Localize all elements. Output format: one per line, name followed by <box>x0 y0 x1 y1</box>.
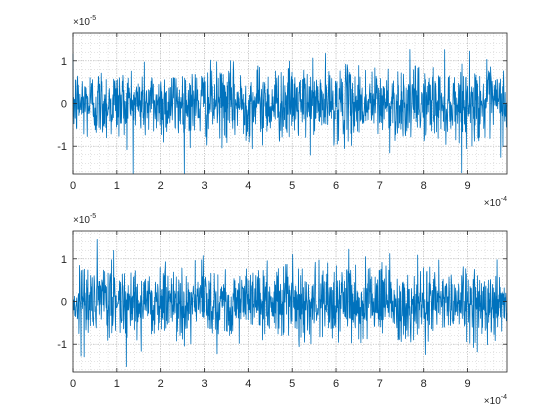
x-tick-label: 9 <box>464 180 470 192</box>
chart-1: 0 1 2 3 4 5 6 7 8 9 -1 0 1 ×10-5 ×10-4 <box>57 15 508 209</box>
x-tick-label: 5 <box>289 378 295 390</box>
x-tick-label: 1 <box>114 180 120 192</box>
x-exponent-label: ×10-4 <box>484 394 507 407</box>
chart-2: 0 1 2 3 4 5 6 7 8 9 -1 0 1 ×10-5 ×10-4 <box>57 213 508 407</box>
series-line <box>72 239 508 368</box>
y-tick-label: 1 <box>61 56 67 68</box>
x-tick-label: 4 <box>245 180 251 192</box>
x-tick-label: 8 <box>421 180 427 192</box>
x-exponent-label: ×10-4 <box>484 196 507 209</box>
x-tick-label: 6 <box>333 378 339 390</box>
x-tick-label: 5 <box>289 180 295 192</box>
x-tick-label: 2 <box>158 378 164 390</box>
y-exponent-label: ×10-5 <box>73 213 96 226</box>
x-tick-label: 3 <box>201 378 207 390</box>
x-tick-label: 0 <box>70 378 76 390</box>
x-tick-label: 9 <box>464 378 470 390</box>
y-tick-label: 0 <box>61 297 67 309</box>
x-tick-label: 0 <box>70 180 76 192</box>
series-line <box>72 49 508 174</box>
y-tick-label: 1 <box>61 254 67 266</box>
x-tick-label: 3 <box>201 180 207 192</box>
x-tick-label: 4 <box>245 378 251 390</box>
x-tick-label: 8 <box>421 378 427 390</box>
x-tick-label: 7 <box>377 180 383 192</box>
y-tick-label: -1 <box>57 339 67 351</box>
x-tick-label: 1 <box>114 378 120 390</box>
x-tick-label: 2 <box>158 180 164 192</box>
y-exponent-label: ×10-5 <box>73 15 96 28</box>
x-tick-label: 7 <box>377 378 383 390</box>
y-tick-label: 0 <box>61 99 67 111</box>
y-tick-label: -1 <box>57 141 67 153</box>
x-tick-label: 6 <box>333 180 339 192</box>
